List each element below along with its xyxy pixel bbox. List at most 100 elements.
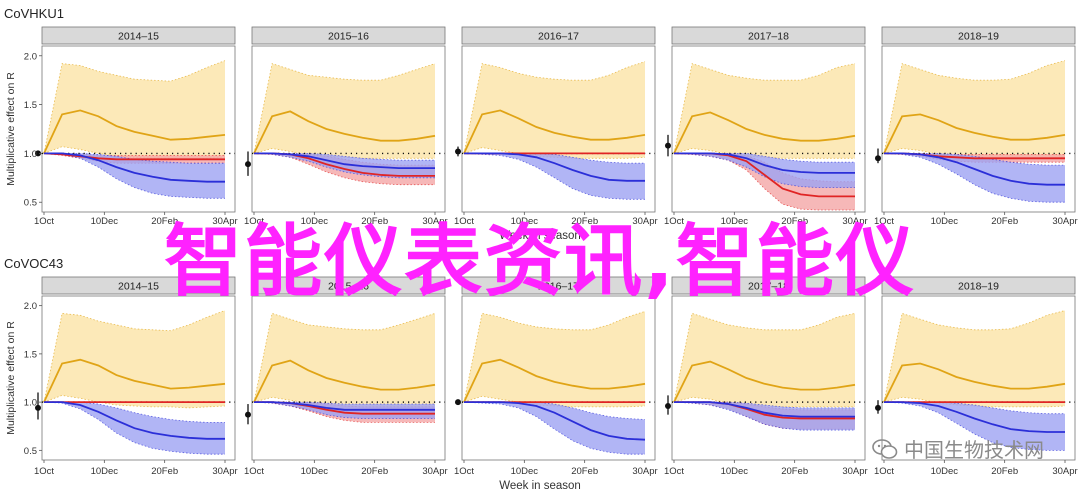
- series-line-orange: [253, 110, 436, 154]
- series-line-orange: [673, 111, 856, 154]
- ci-upper-blue: [254, 153, 435, 161]
- ci-upper-blue: [44, 153, 225, 164]
- estimate-point: [245, 411, 251, 418]
- series-line-blue: [254, 401, 435, 411]
- x-tick-label: 20Feb: [991, 466, 1018, 477]
- series-line-orange: [463, 358, 646, 403]
- ci-band-orange: [884, 310, 1065, 407]
- panel-strip: [881, 276, 1076, 295]
- ci-lower-blue: [463, 153, 645, 200]
- series-line-blue: [884, 152, 1065, 186]
- panel-title: 2016–17: [538, 31, 579, 43]
- panel-strip: [251, 26, 446, 45]
- series-line-blue: [44, 401, 225, 440]
- panel-strip: [461, 26, 656, 45]
- x-tick-label: 20Feb: [781, 216, 808, 227]
- panel-title: 2015–16: [328, 31, 369, 43]
- y-axis-label: Multiplicative effect on R: [5, 72, 17, 186]
- series-line-blue: [674, 401, 855, 418]
- x-tick-label: 30Apr: [842, 466, 867, 477]
- panel: 2014–15 1Oct 10Dec 20Feb 30Apr 0.5 1.0 1.5 2.0: [24, 26, 238, 227]
- ci-upper-orange: [883, 60, 1066, 154]
- panel-title: 2018–19: [958, 281, 999, 293]
- x-tick-label: 30Apr: [632, 466, 657, 477]
- series-line-orange: [883, 113, 1066, 154]
- y-tick-label: 1.0: [24, 398, 37, 409]
- ci-upper-orange: [673, 312, 856, 403]
- panel: 2018–19 1Oct 10Dec 20Feb 30Apr: [874, 26, 1078, 227]
- y-tick-label: 1.5: [24, 100, 37, 111]
- panel-title: 2014–15: [118, 31, 159, 43]
- y-tick-label: 0.5: [24, 446, 37, 457]
- x-tick-label: 1Oct: [874, 216, 894, 227]
- ci-upper-blue: [464, 153, 645, 164]
- estimate-point: [875, 155, 881, 162]
- x-tick-label: 1Oct: [664, 216, 684, 227]
- panel: 2016–17 1Oct 10Dec 20Feb 30Apr: [454, 26, 658, 227]
- estimate-point: [665, 142, 671, 149]
- panel: 2017–18 1Oct 10Dec 20Feb 30Apr: [664, 26, 868, 227]
- y-tick-label: 2.0: [24, 301, 37, 312]
- ci-upper-blue: [674, 401, 855, 409]
- ci-band-orange: [254, 63, 435, 159]
- x-tick-label: 10Dec: [511, 216, 539, 227]
- x-tick-label: 20Feb: [571, 216, 598, 227]
- x-tick-label: 1Oct: [34, 216, 54, 227]
- series-line-blue: [884, 401, 1065, 433]
- panel: 2017–18 1Oct 10Dec 20Feb 30Apr: [664, 276, 868, 477]
- ci-lower-blue: [673, 153, 855, 188]
- ci-upper-blue: [44, 401, 225, 423]
- series-line-blue: [464, 152, 645, 182]
- chart-title: CoVOC43: [4, 256, 63, 271]
- series-line-blue: [674, 152, 855, 174]
- ci-upper-blue: [884, 401, 1065, 415]
- estimate-point: [875, 404, 881, 411]
- ci-band-orange: [44, 60, 225, 160]
- ci-upper-orange: [463, 61, 646, 154]
- x-tick-label: 30Apr: [422, 466, 447, 477]
- y-tick-label: 1.0: [24, 149, 37, 160]
- panel-title: 2017–18: [748, 31, 789, 43]
- ci-lower-blue: [253, 401, 435, 419]
- x-tick-label: 10Dec: [91, 466, 119, 477]
- x-tick-label: 20Feb: [151, 466, 178, 477]
- panel: 2016–17 1Oct 10Dec 20Feb 30Apr: [454, 276, 658, 477]
- panel-strip: [461, 276, 656, 295]
- panel-strip: [671, 276, 866, 295]
- ci-band-blue: [464, 153, 645, 200]
- panel-title: 2014–15: [118, 281, 159, 293]
- series-line-red: [43, 152, 225, 161]
- y-tick-label: 1.5: [24, 349, 37, 360]
- x-tick-label: 10Dec: [931, 466, 959, 477]
- ci-band-orange: [884, 60, 1065, 159]
- chart-block-2: Multiplicative effect on R Week in season…: [5, 276, 1078, 492]
- series-line-blue: [254, 152, 435, 169]
- x-tick-label: 10Dec: [301, 216, 329, 227]
- series-line-orange: [463, 109, 646, 154]
- x-tick-label: 30Apr: [1052, 216, 1077, 227]
- panel: 2014–15 1Oct 10Dec 20Feb 30Apr 0.5 1.0 1.5 2.0: [24, 276, 238, 477]
- x-tick-label: 20Feb: [151, 216, 178, 227]
- estimate-point: [455, 148, 461, 155]
- ci-band-orange: [464, 61, 645, 159]
- x-tick-label: 1Oct: [34, 466, 54, 477]
- y-axis-label: Multiplicative effect on R: [5, 321, 17, 435]
- x-axis-label: Week in season: [499, 230, 581, 242]
- chart-block-1: Multiplicative effect on R Week in season…: [5, 26, 1078, 242]
- estimate-point: [35, 404, 41, 411]
- ci-band-blue: [254, 153, 435, 178]
- panel-title: 2017–18: [748, 281, 789, 293]
- ci-band-blue: [464, 402, 645, 455]
- x-axis-label: Week in season: [499, 480, 581, 492]
- ci-band-orange: [674, 63, 855, 159]
- ci-band-orange: [674, 313, 855, 407]
- series-line-orange: [43, 109, 226, 154]
- ci-upper-orange: [43, 60, 226, 154]
- ci-band-orange: [464, 311, 645, 407]
- ci-band-blue: [44, 153, 225, 199]
- x-tick-label: 10Dec: [721, 466, 749, 477]
- estimate-point: [665, 402, 671, 409]
- x-tick-label: 30Apr: [422, 216, 447, 227]
- x-tick-label: 20Feb: [361, 466, 388, 477]
